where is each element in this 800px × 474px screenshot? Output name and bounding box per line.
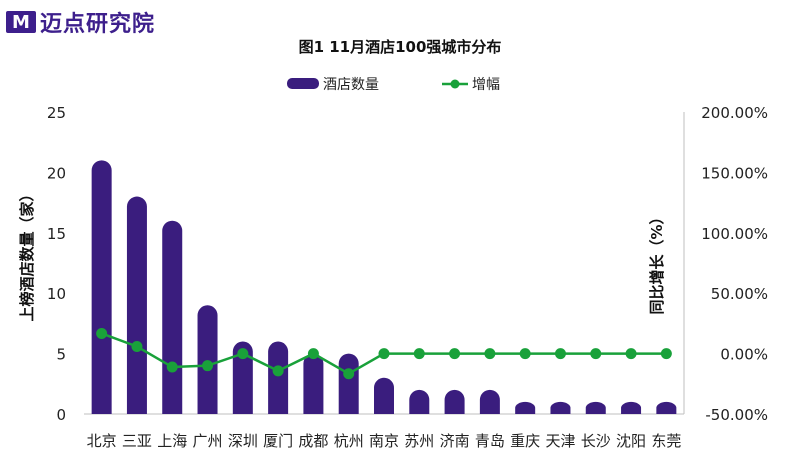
x-tick-label: 长沙	[581, 432, 611, 450]
y-left-tick-label: 15	[47, 225, 66, 243]
y-left-tick-label: 0	[56, 406, 66, 424]
x-tick-label: 天津	[545, 432, 575, 450]
y-right-tick-label: 150.00%	[701, 164, 768, 182]
bar-沈阳	[621, 401, 642, 414]
y-right-tick-label: 50.00%	[711, 285, 768, 303]
growth-point-济南	[449, 348, 461, 360]
growth-line-series	[96, 327, 672, 380]
bar-东莞	[656, 401, 677, 414]
logo-mark-icon: M	[6, 11, 36, 33]
x-tick-label: 三亚	[122, 432, 152, 450]
legend-bar-swatch	[287, 78, 319, 89]
bar-北京	[91, 160, 112, 414]
x-tick-label: 重庆	[510, 432, 540, 450]
y-right-tick-label: 200.00%	[701, 104, 768, 122]
bar-广州	[197, 305, 218, 414]
growth-point-杭州	[343, 368, 355, 380]
legend: 酒店数量 增幅	[287, 77, 500, 93]
y-right-ticks: -50.00% 0.00% 50.00% 100.00% 150.00% 200.00%	[701, 104, 768, 424]
bar-南京	[374, 377, 394, 414]
growth-point-苏州	[413, 348, 425, 360]
y-right-tick-label: 100.00%	[701, 225, 768, 243]
bar-三亚	[126, 196, 147, 414]
y-left-tick-label: 20	[47, 164, 66, 182]
growth-point-天津	[554, 348, 566, 360]
bar-厦门	[268, 341, 289, 414]
growth-point-上海	[166, 361, 178, 373]
legend-line-label: 增幅	[472, 77, 500, 93]
legend-line-marker	[450, 79, 460, 89]
y-right-tick-label: -50.00%	[705, 406, 768, 424]
y-left-tick-label: 10	[47, 285, 66, 303]
chart-title: 图1 11月酒店100强城市分布	[299, 38, 502, 56]
x-tick-label: 沈阳	[616, 432, 646, 450]
growth-point-深圳	[237, 348, 249, 360]
y-right-axis-label: 同比增长（%）	[648, 209, 666, 314]
growth-point-沈阳	[625, 348, 637, 360]
y-left-tick-label: 5	[56, 346, 66, 364]
x-tick-label: 北京	[87, 432, 117, 450]
brand-logo: M 迈点研究院	[6, 4, 155, 40]
bar-上海	[162, 220, 183, 414]
bar-天津	[550, 401, 571, 414]
growth-point-长沙	[590, 348, 602, 360]
growth-point-厦门	[272, 365, 284, 377]
x-tick-label: 杭州	[334, 432, 364, 450]
x-tick-label: 青岛	[475, 432, 505, 450]
bar-青岛	[479, 389, 500, 414]
y-left-ticks: 0 5 10 15 20 25	[47, 104, 66, 424]
bar-长沙	[585, 401, 606, 414]
bar-深圳	[232, 341, 253, 414]
x-tick-label: 济南	[440, 432, 470, 450]
growth-point-东莞	[660, 348, 672, 360]
growth-point-三亚	[131, 340, 143, 352]
growth-point-南京	[378, 348, 390, 360]
x-tick-label: 东莞	[651, 432, 681, 450]
bar-苏州	[409, 389, 430, 414]
growth-point-成都	[307, 348, 319, 360]
bar-济南	[444, 389, 465, 414]
x-tick-label: 深圳	[228, 432, 258, 450]
growth-point-重庆	[519, 348, 531, 360]
legend-bar-label: 酒店数量	[323, 77, 379, 93]
x-tick-label: 厦门	[263, 432, 293, 450]
bar-成都	[303, 353, 324, 414]
growth-point-北京	[96, 327, 108, 339]
x-tick-label: 上海	[157, 432, 187, 450]
y-left-tick-label: 25	[47, 104, 66, 122]
y-left-axis-label: 上榜酒店数量（家）	[18, 186, 36, 321]
logo-text: 迈点研究院	[40, 12, 156, 37]
x-tick-label: 广州	[193, 432, 223, 450]
x-tick-label: 成都	[298, 432, 328, 450]
x-tick-label: 苏州	[404, 432, 434, 450]
bar-重庆	[515, 401, 536, 414]
x-tick-labels: 北京 三亚 上海 广州 深圳 厦门 成都 杭州 南京 苏州 济南 青岛 重庆 天津 长沙 沈阳 东莞	[87, 432, 682, 450]
growth-point-青岛	[484, 348, 496, 360]
growth-point-广州	[202, 360, 214, 372]
y-right-tick-label: 0.00%	[720, 346, 768, 364]
bar-series	[91, 160, 677, 414]
x-tick-label: 南京	[369, 432, 399, 450]
bar-杭州	[338, 353, 359, 414]
